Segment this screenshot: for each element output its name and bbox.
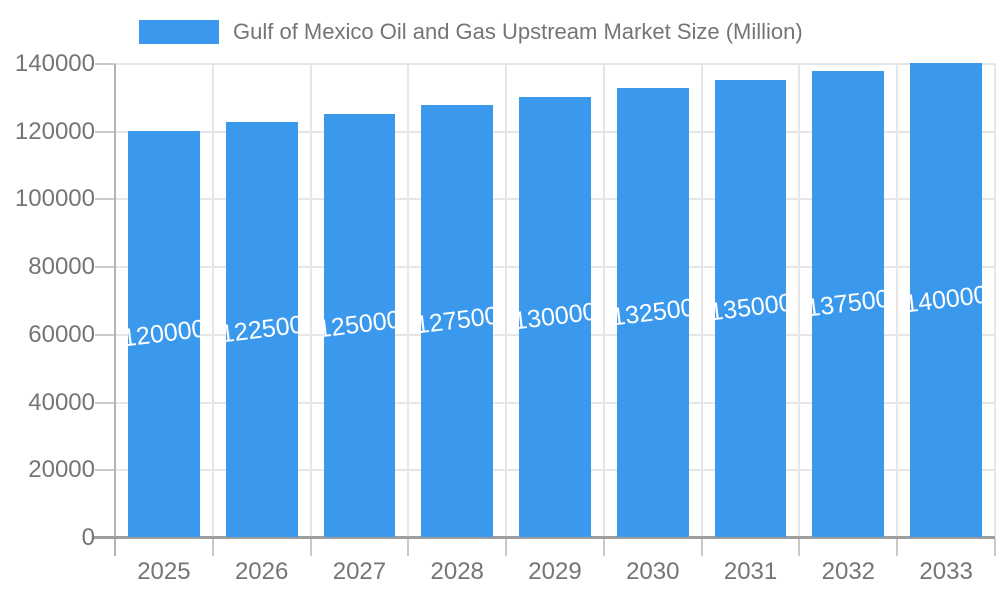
x-axis-tick <box>798 538 801 556</box>
gridline-vertical <box>309 64 312 538</box>
bar-value-label: 127500 <box>421 301 494 340</box>
plot-area: 120000 122500 125000 127500 130000 132500 1350… <box>15 50 996 585</box>
gridline-vertical <box>700 64 703 538</box>
x-axis-tick <box>896 538 899 556</box>
y-tick-label: 40000 <box>28 388 95 416</box>
bar-value-label: 132500 <box>616 293 689 332</box>
bar-value-label: 125000 <box>323 305 396 344</box>
bar-value-label: 122500 <box>225 310 298 349</box>
y-axis-line <box>114 64 116 556</box>
x-axis-tick <box>602 538 605 556</box>
x-tick-label: 2027 <box>332 558 387 585</box>
x-axis-tick <box>407 538 410 556</box>
bar-2033[interactable]: 140000 <box>910 63 982 537</box>
bar-2030[interactable]: 132500 <box>616 88 689 537</box>
y-axis-tick <box>95 333 115 336</box>
bar-2025[interactable]: 120000 <box>128 130 200 537</box>
bar-value-label: 130000 <box>519 297 591 336</box>
y-tick-label: 20000 <box>28 456 95 484</box>
x-tick-label: 2030 <box>626 558 680 585</box>
gridline-vertical <box>407 64 410 538</box>
gridline-vertical <box>505 64 508 538</box>
y-axis-tick <box>95 63 115 65</box>
y-axis-tick <box>95 469 115 472</box>
y-axis-tick <box>95 198 115 201</box>
legend-label: Gulf of Mexico Oil and Gas Upstream Mark… <box>233 19 803 44</box>
bar-value-label: 135000 <box>714 288 787 327</box>
y-axis-tick <box>95 130 115 133</box>
gridline-vertical <box>211 64 214 538</box>
bar-value-label: 137500 <box>812 284 885 323</box>
bar-2032[interactable]: 137500 <box>812 71 885 537</box>
y-tick-label: 80000 <box>28 253 95 281</box>
x-axis-tick <box>309 538 312 556</box>
x-tick-label: 2025 <box>137 558 191 585</box>
x-axis-line <box>93 536 995 539</box>
x-tick-label: 2033 <box>919 558 973 585</box>
y-tick-label: 0 <box>81 524 95 551</box>
gridline-vertical <box>896 64 899 538</box>
x-tick-label: 2028 <box>430 558 484 585</box>
x-axis-tick <box>505 538 508 556</box>
y-tick-label: 100000 <box>14 185 95 213</box>
y-tick-label: 60000 <box>28 320 95 348</box>
y-tick-label: 120000 <box>14 117 95 145</box>
y-axis-tick <box>95 266 115 269</box>
x-tick-label: 2029 <box>528 558 582 585</box>
x-axis-tick <box>211 538 214 556</box>
y-axis-tick <box>95 401 115 404</box>
x-tick-label: 2026 <box>234 558 289 585</box>
gridline-vertical <box>994 64 996 538</box>
bar-2027[interactable]: 125000 <box>323 113 396 537</box>
x-axis-tick <box>700 538 703 556</box>
bar-2028[interactable]: 127500 <box>421 105 494 537</box>
gridline-vertical <box>602 64 605 538</box>
legend-swatch <box>139 20 219 44</box>
gridline-horizontal <box>115 63 995 65</box>
bar-value-label: 140000 <box>910 280 982 319</box>
bar-value-label: 120000 <box>128 314 200 353</box>
x-tick-label: 2031 <box>723 558 778 585</box>
x-tick-label: 2032 <box>821 558 876 585</box>
bar-2029[interactable]: 130000 <box>519 96 591 537</box>
gridline-vertical <box>798 64 801 538</box>
x-axis-tick <box>994 538 996 556</box>
y-tick-label: 140000 <box>14 50 95 77</box>
bar-2026[interactable]: 122500 <box>225 122 298 537</box>
bar-2031[interactable]: 135000 <box>714 79 787 537</box>
legend: Gulf of Mexico Oil and Gas Upstream Mark… <box>139 20 803 44</box>
